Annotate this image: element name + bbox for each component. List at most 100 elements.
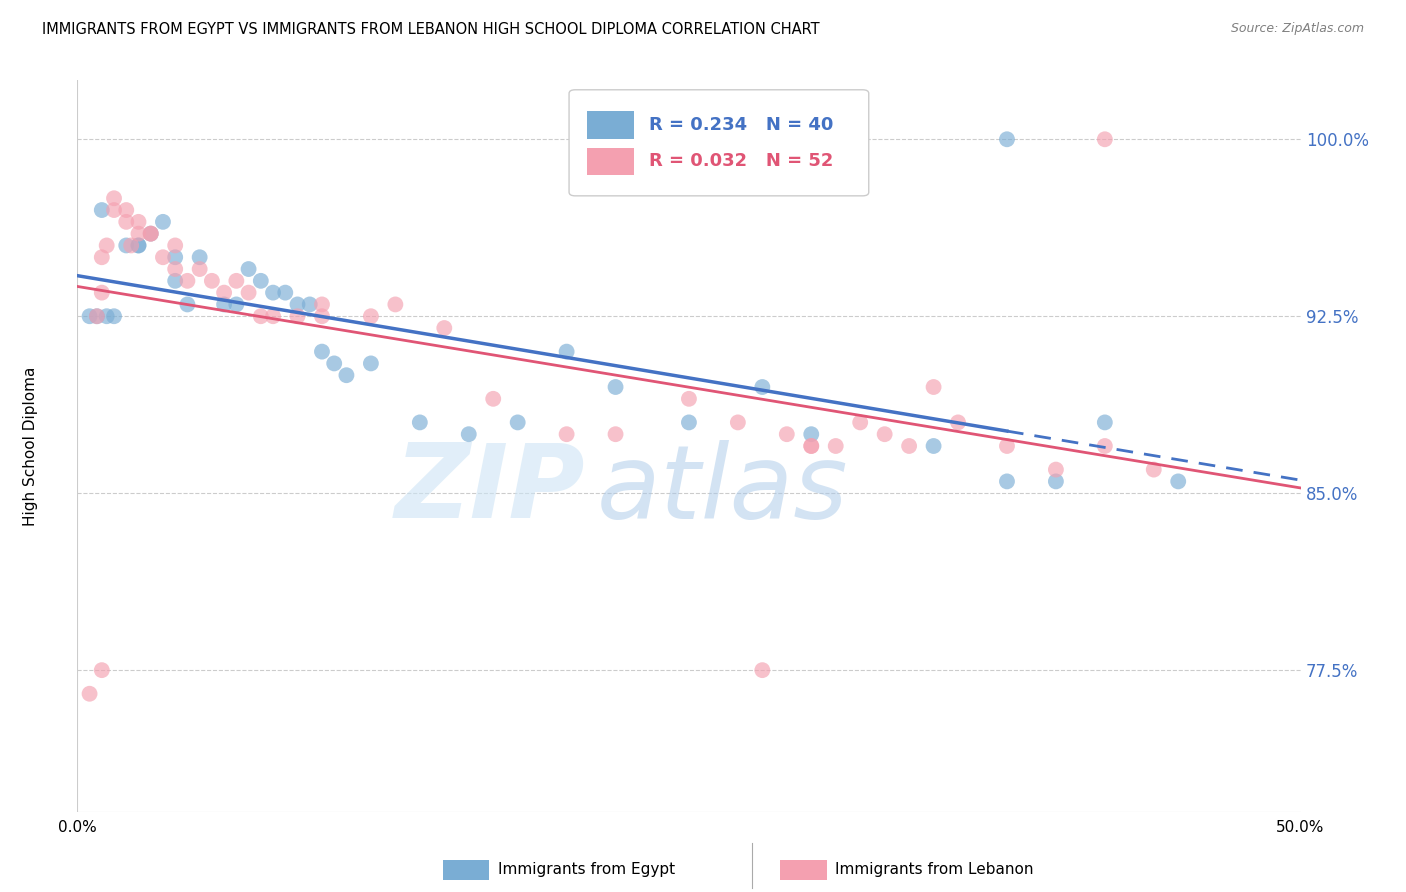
Point [165, 238, 187, 252]
Point [176, 297, 198, 311]
Text: Immigrants from Egypt: Immigrants from Egypt [498, 863, 675, 877]
Point [212, 285, 235, 300]
Point [995, 132, 1018, 146]
Point [90, 202, 112, 217]
Point [103, 202, 125, 217]
Point [165, 250, 187, 264]
Point [433, 321, 456, 335]
Point [727, 416, 749, 430]
Point [128, 238, 150, 252]
Text: High School Diploma: High School Diploma [24, 367, 38, 525]
Point [995, 439, 1018, 453]
Point [165, 274, 187, 288]
Text: R = 0.032   N = 52: R = 0.032 N = 52 [648, 153, 832, 170]
Point [898, 439, 921, 453]
Point [1094, 132, 1116, 146]
Point [262, 285, 284, 300]
Point [678, 416, 700, 430]
Bar [588, 111, 634, 139]
Point [287, 297, 309, 311]
Point [115, 202, 138, 217]
Point [79, 310, 101, 324]
Point [409, 416, 432, 430]
Point [384, 297, 406, 311]
Text: Source: ZipAtlas.com: Source: ZipAtlas.com [1230, 22, 1364, 36]
Point [849, 416, 872, 430]
Point [1094, 439, 1116, 453]
Point [457, 427, 479, 442]
Text: atlas: atlas [598, 440, 849, 540]
Point [96, 310, 118, 324]
Point [311, 297, 333, 311]
Point [262, 310, 284, 324]
Point [79, 687, 101, 701]
Point [873, 427, 896, 442]
Point [250, 274, 273, 288]
Point [800, 439, 823, 453]
Point [287, 310, 309, 324]
Point [96, 238, 118, 252]
Point [751, 380, 773, 394]
Point [120, 238, 142, 252]
Point [212, 297, 235, 311]
Point [360, 310, 382, 324]
Point [225, 297, 247, 311]
Point [1167, 475, 1189, 489]
Point [90, 663, 112, 677]
Point [946, 416, 969, 430]
Point [274, 285, 297, 300]
Point [800, 427, 823, 442]
Point [238, 285, 260, 300]
Point [152, 250, 174, 264]
Point [323, 356, 346, 370]
Point [995, 475, 1018, 489]
Point [678, 392, 700, 406]
Text: Immigrants from Lebanon: Immigrants from Lebanon [835, 863, 1033, 877]
Point [824, 439, 846, 453]
Point [128, 215, 150, 229]
Point [1094, 416, 1116, 430]
Point [103, 191, 125, 205]
Point [506, 416, 529, 430]
Text: R = 0.234   N = 40: R = 0.234 N = 40 [648, 116, 832, 134]
Point [90, 285, 112, 300]
Point [555, 427, 578, 442]
Point [311, 344, 333, 359]
Point [139, 227, 162, 241]
Point [86, 310, 108, 324]
Point [225, 274, 247, 288]
Point [776, 427, 799, 442]
Point [139, 227, 162, 241]
Point [165, 262, 187, 277]
Point [139, 227, 162, 241]
Point [298, 297, 321, 311]
Text: ZIP: ZIP [394, 440, 585, 541]
Point [103, 310, 125, 324]
Point [1143, 462, 1166, 476]
Point [201, 274, 224, 288]
Point [482, 392, 505, 406]
Point [176, 274, 198, 288]
Point [335, 368, 357, 383]
Point [555, 344, 578, 359]
Point [238, 262, 260, 277]
Point [128, 238, 150, 252]
Point [922, 380, 945, 394]
FancyBboxPatch shape [569, 90, 869, 196]
Point [250, 310, 273, 324]
Point [605, 380, 627, 394]
Point [1045, 475, 1067, 489]
Point [188, 250, 211, 264]
Point [188, 262, 211, 277]
Point [922, 439, 945, 453]
Point [128, 227, 150, 241]
Point [360, 356, 382, 370]
Point [115, 238, 138, 252]
Point [800, 439, 823, 453]
Point [1045, 462, 1067, 476]
Point [86, 310, 108, 324]
Point [311, 310, 333, 324]
Bar [588, 147, 634, 176]
Text: IMMIGRANTS FROM EGYPT VS IMMIGRANTS FROM LEBANON HIGH SCHOOL DIPLOMA CORRELATION: IMMIGRANTS FROM EGYPT VS IMMIGRANTS FROM… [42, 22, 820, 37]
Point [152, 215, 174, 229]
